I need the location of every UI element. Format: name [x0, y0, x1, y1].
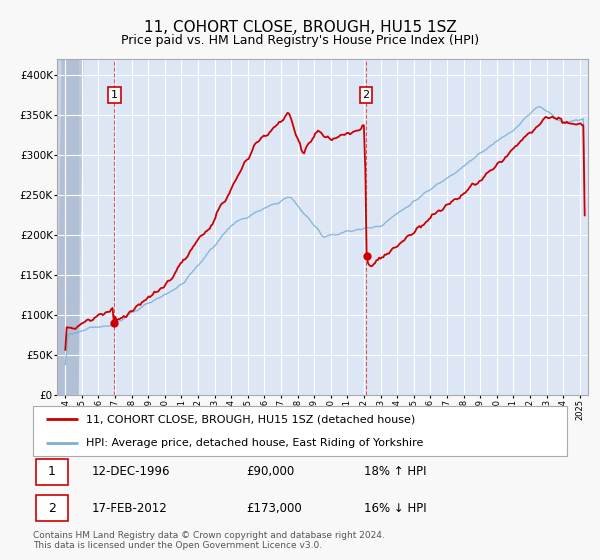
Text: 17-FEB-2012: 17-FEB-2012 [92, 502, 167, 515]
Text: £90,000: £90,000 [247, 465, 295, 478]
Text: £173,000: £173,000 [247, 502, 302, 515]
Text: 1: 1 [48, 465, 56, 478]
Bar [57, 59, 79, 395]
Text: HPI: Average price, detached house, East Riding of Yorkshire: HPI: Average price, detached house, East… [86, 438, 424, 449]
Text: 11, COHORT CLOSE, BROUGH, HU15 1SZ: 11, COHORT CLOSE, BROUGH, HU15 1SZ [143, 20, 457, 35]
Text: Contains HM Land Registry data © Crown copyright and database right 2024.
This d: Contains HM Land Registry data © Crown c… [33, 531, 385, 550]
FancyBboxPatch shape [35, 495, 68, 521]
FancyBboxPatch shape [33, 406, 567, 456]
Text: 1: 1 [111, 90, 118, 100]
Text: 18% ↑ HPI: 18% ↑ HPI [364, 465, 427, 478]
Text: 2: 2 [362, 90, 370, 100]
Text: 12-DEC-1996: 12-DEC-1996 [92, 465, 170, 478]
Text: Price paid vs. HM Land Registry's House Price Index (HPI): Price paid vs. HM Land Registry's House … [121, 34, 479, 46]
FancyBboxPatch shape [35, 459, 68, 485]
Text: 11, COHORT CLOSE, BROUGH, HU15 1SZ (detached house): 11, COHORT CLOSE, BROUGH, HU15 1SZ (deta… [86, 414, 416, 424]
Text: 2: 2 [48, 502, 56, 515]
Text: 16% ↓ HPI: 16% ↓ HPI [364, 502, 427, 515]
